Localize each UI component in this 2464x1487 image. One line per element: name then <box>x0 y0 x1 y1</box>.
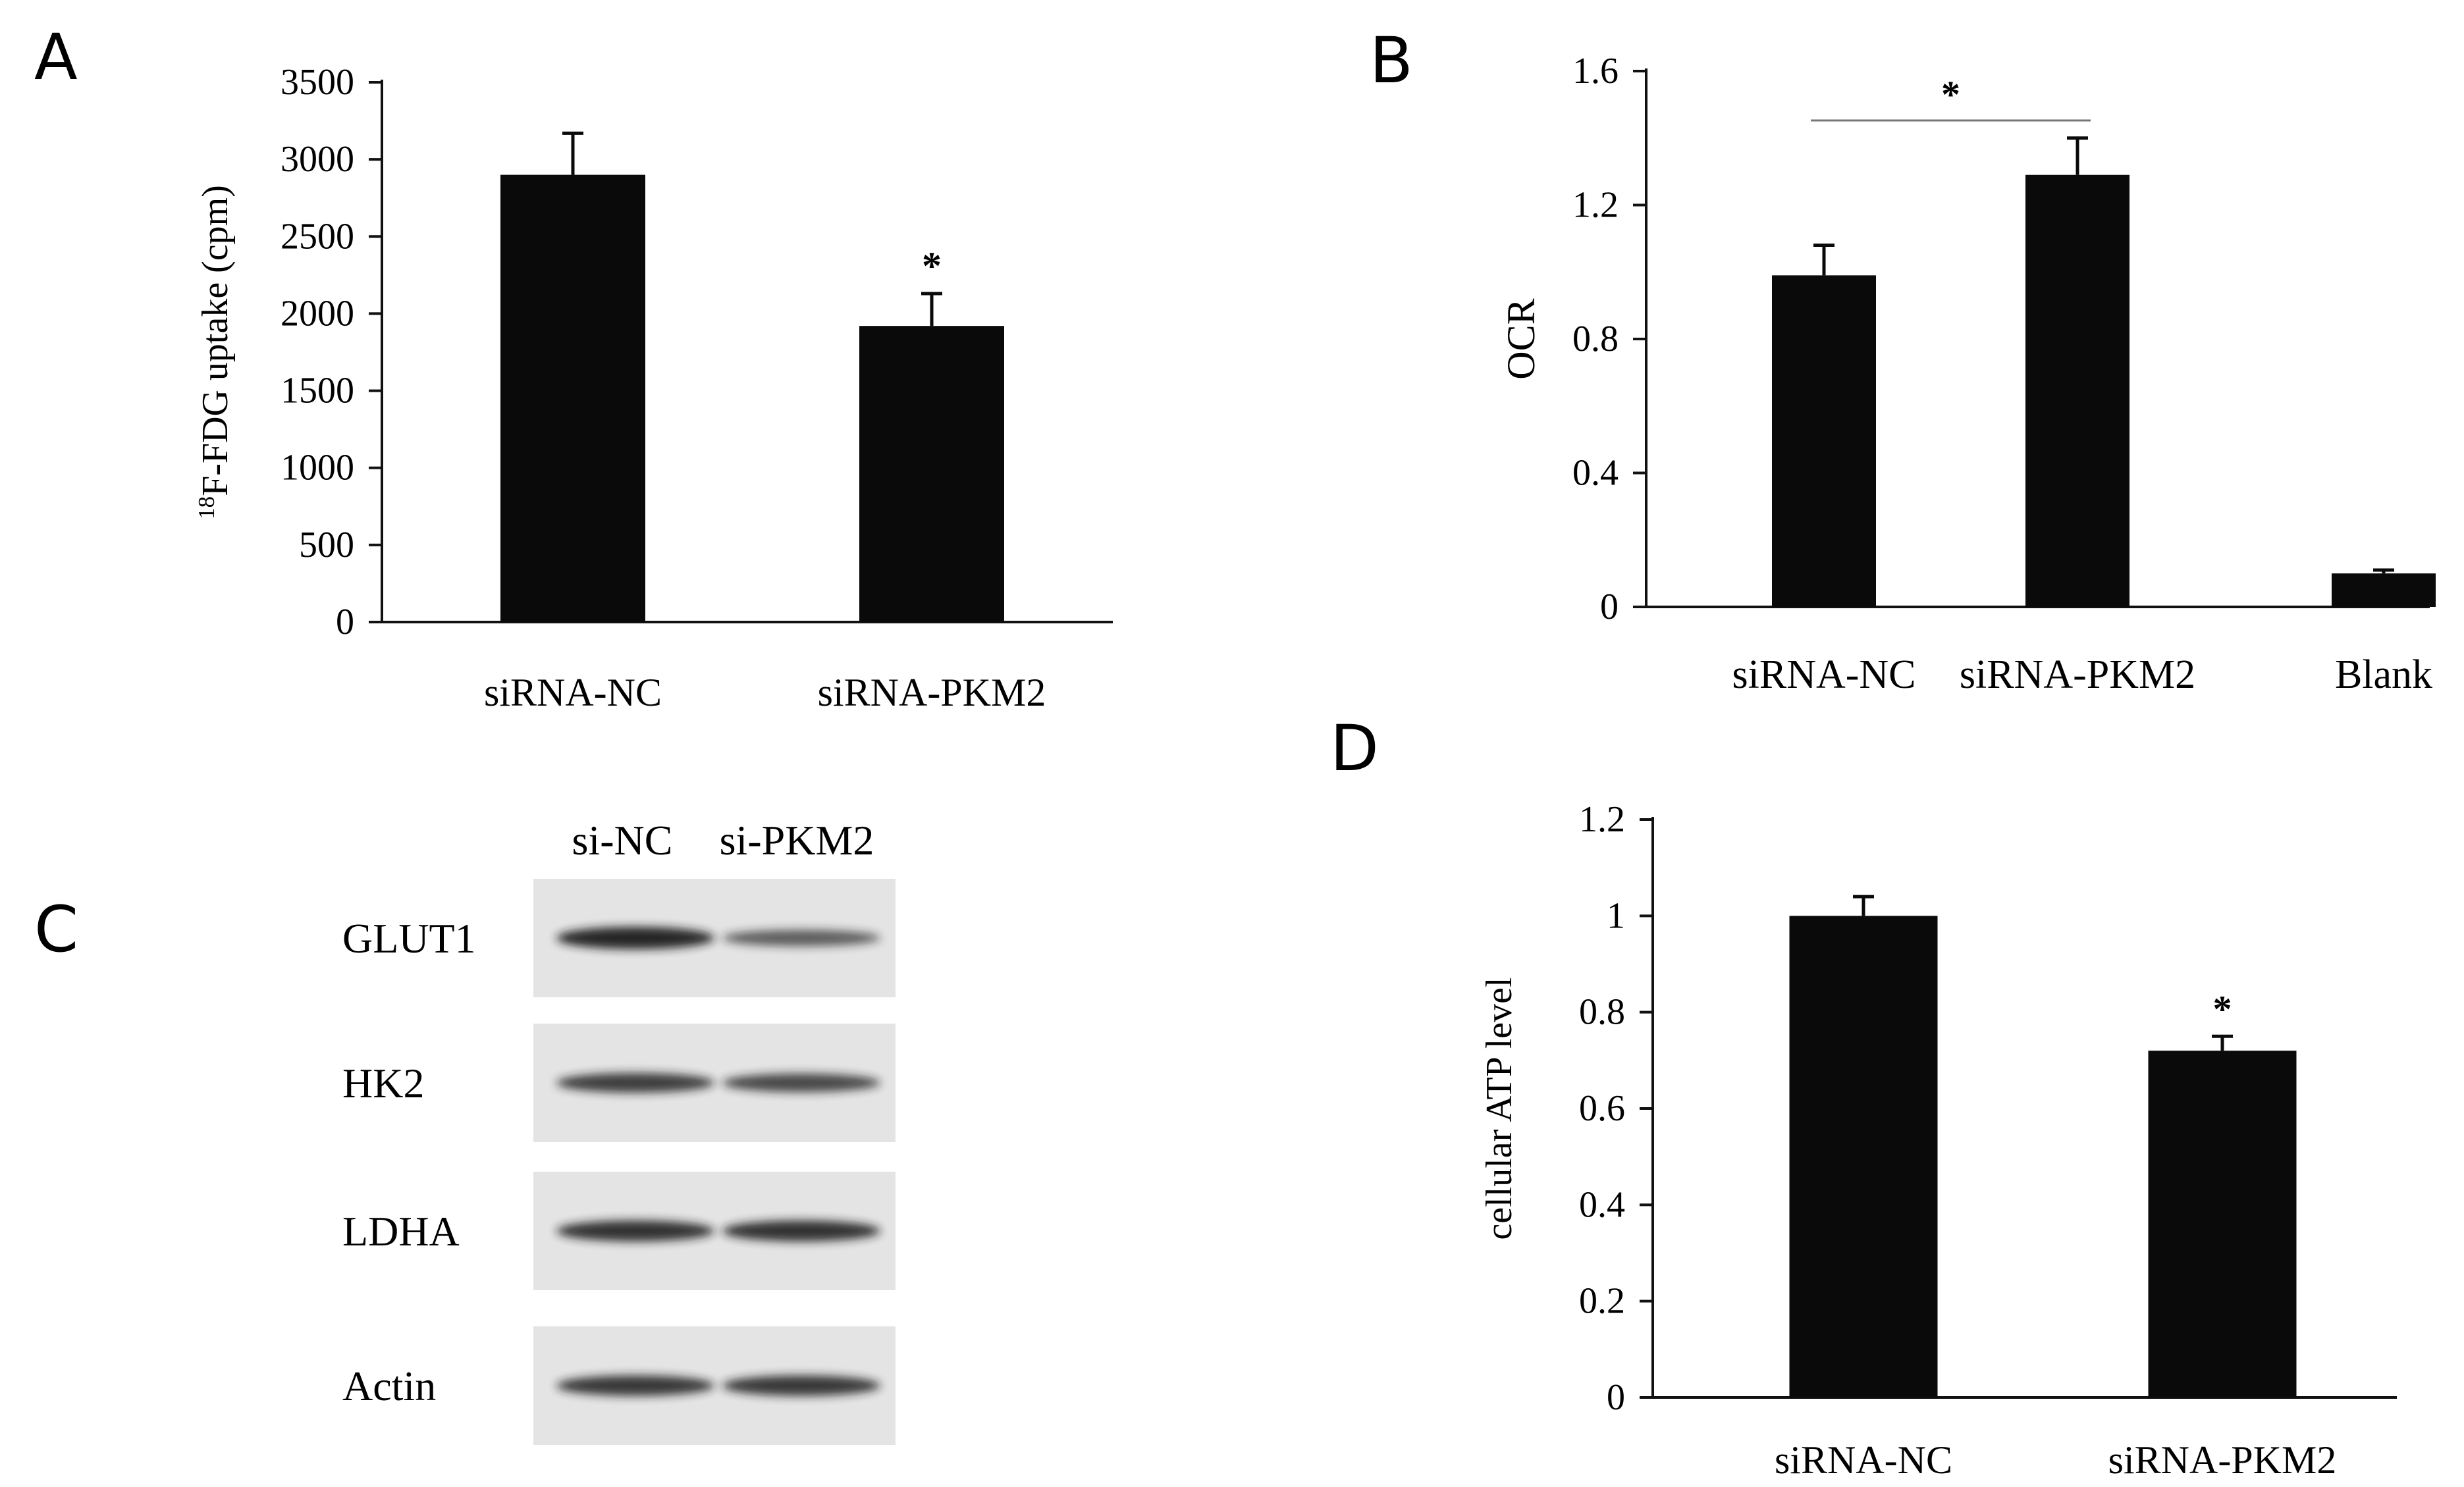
chart-a-y-tick-label: 500 <box>299 525 354 565</box>
chart-a-category-label: siRNA-NC <box>484 671 662 714</box>
chart-a-y-tick-label: 3500 <box>281 62 354 103</box>
chart-d-significance-star: * <box>2213 987 2232 1030</box>
chart-d: 0 0.2 0.4 0.6 0.8 1 1.2 siRNA-NC siRNA-PKM2 * cell… <box>1479 799 2397 1482</box>
chart-b: 0 0.4 0.8 1.2 1.6 siRNA-NC siRNA-PKM2 Blank * OCR <box>1499 51 2436 697</box>
blot-column-label: si-NC <box>572 817 673 864</box>
chart-b-y-tick-label: 1.6 <box>1572 51 1619 91</box>
blot-band <box>722 1375 880 1396</box>
chart-d-y-tick-label: 1 <box>1607 895 1625 936</box>
chart-a-significance-star: * <box>922 244 942 288</box>
chart-a-bar <box>859 326 1004 622</box>
chart-d-bar <box>1789 916 1938 1397</box>
blot-band <box>556 1220 714 1241</box>
chart-b-bar <box>1772 275 1876 607</box>
chart-b-y-tick-label: 0.4 <box>1572 453 1619 494</box>
chart-a-category-label: siRNA-PKM2 <box>818 671 1046 714</box>
chart-a-y-tick-label: 1500 <box>281 371 354 411</box>
chart-a-y-tick-label: 3000 <box>281 139 354 180</box>
blot-column-label: si-PKM2 <box>720 817 874 864</box>
chart-b-category-label: Blank <box>2335 652 2432 697</box>
chart-d-category-label: siRNA-NC <box>1775 1438 1952 1482</box>
chart-a-y-tick-label: 1000 <box>281 448 354 488</box>
chart-a-y-tick-label: 2000 <box>281 293 354 334</box>
blot-row-label: GLUT1 <box>342 915 476 962</box>
chart-a-y-tick-label: 2500 <box>281 216 354 257</box>
blot-band <box>556 1073 714 1093</box>
chart-b-y-tick-label: 1.2 <box>1572 185 1619 226</box>
chart-d-y-axis-label: cellular ATP level <box>1479 977 1520 1239</box>
chart-d-y-tick-label: 0.4 <box>1579 1184 1625 1225</box>
panel-letter-b: B <box>1370 24 1413 97</box>
chart-b-comparison-star: * <box>1941 73 1960 116</box>
blot-row-label: HK2 <box>342 1060 424 1107</box>
blot-band <box>722 929 880 947</box>
western-blot: si-NC si-PKM2 GLUT1 HK2 LDHA Actin <box>342 817 896 1445</box>
panel-letter-c: C <box>34 893 78 966</box>
chart-b-bar <box>2025 174 2129 607</box>
chart-a-y-axis-label: 18F-FDG uptake (cpm) <box>194 185 236 519</box>
blot-band <box>722 1073 880 1093</box>
chart-d-y-tick-label: 0.8 <box>1579 992 1625 1033</box>
chart-a-y-tick-label: 0 <box>336 602 354 642</box>
chart-d-category-label: siRNA-PKM2 <box>2108 1438 2337 1482</box>
blot-row-label: LDHA <box>342 1208 460 1255</box>
chart-d-y-tick-label: 0 <box>1607 1377 1625 1418</box>
chart-b-category-label: siRNA-PKM2 <box>1960 652 2195 697</box>
blot-band <box>556 927 714 949</box>
panel-letter-d: D <box>1330 712 1379 785</box>
chart-d-y-tick-label: 0.2 <box>1579 1281 1625 1322</box>
chart-d-bar <box>2148 1051 2297 1397</box>
blot-band <box>556 1375 714 1396</box>
chart-a-y-axis-label-superscript: 18 <box>194 496 219 519</box>
chart-d-y-tick-label: 1.2 <box>1579 799 1625 840</box>
chart-a: 0 500 1000 1500 2000 2500 3000 3500 siRNA-NC siRN… <box>194 62 1113 714</box>
chart-b-bar <box>2332 573 2436 607</box>
blot-band <box>722 1220 880 1241</box>
chart-b-category-label: siRNA-NC <box>1732 652 1915 697</box>
chart-b-y-tick-label: 0.8 <box>1572 319 1619 359</box>
chart-a-bar <box>500 174 645 623</box>
chart-a-y-axis-label-text: F-FDG uptake (cpm) <box>195 185 236 496</box>
chart-d-y-tick-label: 0.6 <box>1579 1088 1625 1129</box>
chart-b-y-axis-label: OCR <box>1499 298 1543 379</box>
chart-b-y-tick-label: 0 <box>1600 587 1619 627</box>
blot-row-label: Actin <box>342 1363 436 1409</box>
panel-letter-a: A <box>34 20 78 94</box>
